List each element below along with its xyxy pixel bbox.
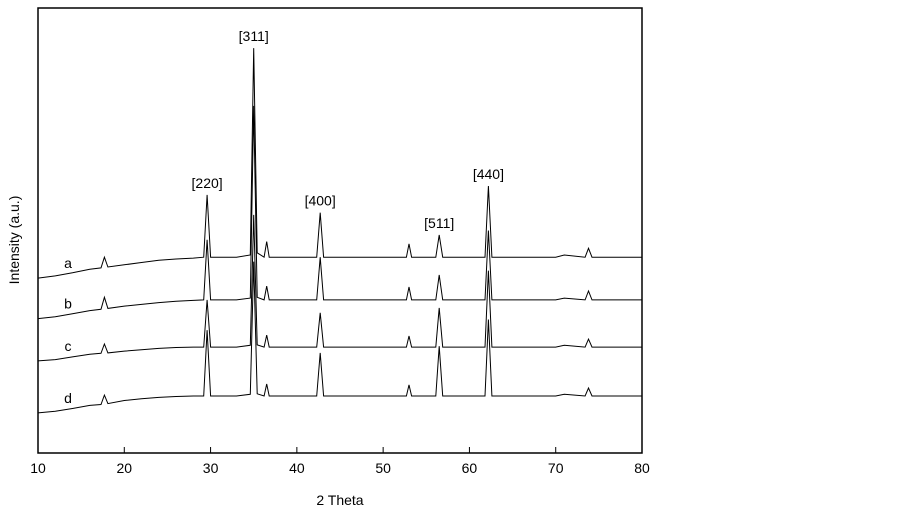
x-tick-label: 20	[116, 460, 132, 476]
x-tick-label: 70	[548, 460, 564, 476]
series-label: a	[64, 255, 72, 271]
series-label: d	[64, 390, 72, 406]
series-label: c	[65, 338, 72, 354]
x-tick-label: 10	[30, 460, 46, 476]
peak-annotation: [440]	[473, 166, 504, 182]
x-axis-label: 2 Theta	[316, 492, 363, 507]
x-tick-label: 50	[375, 460, 391, 476]
peak-annotation: [511]	[424, 215, 454, 231]
series-line	[37, 214, 642, 362]
x-tick-label: 40	[289, 460, 305, 476]
series-label: b	[64, 296, 72, 312]
series-line	[37, 105, 642, 320]
x-tick-label: 60	[462, 460, 478, 476]
peak-annotation: [311]	[239, 28, 269, 44]
plot-frame	[37, 7, 643, 454]
x-tick-label: 30	[203, 460, 219, 476]
y-axis-label: Intensity (a.u.)	[6, 196, 22, 285]
x-tick-label: 80	[634, 460, 650, 476]
series-line	[37, 261, 642, 414]
series-line	[37, 48, 642, 279]
peak-annotation: [400]	[305, 193, 336, 209]
peak-annotation: [220]	[192, 175, 223, 191]
